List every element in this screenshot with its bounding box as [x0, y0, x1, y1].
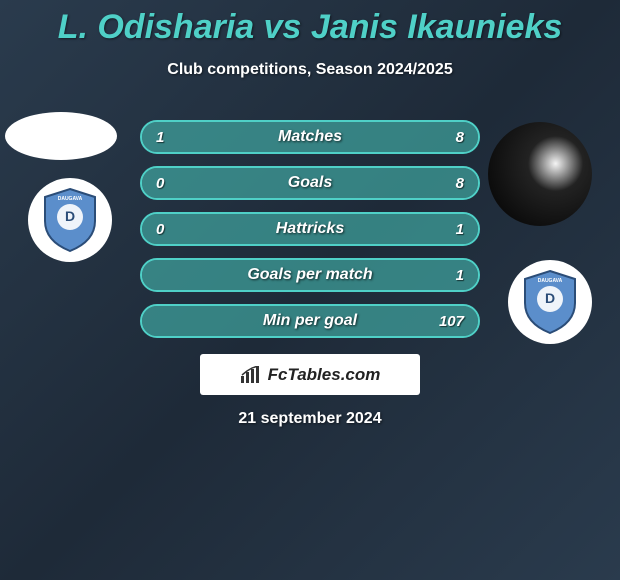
stat-row: 08Goals [140, 166, 480, 200]
stat-row: 107Min per goal [140, 304, 480, 338]
svg-text:D: D [545, 290, 555, 306]
player2-club-badge: D DAUGAVA [508, 260, 592, 344]
player1-club-badge: D DAUGAVA [28, 178, 112, 262]
brand-text: FcTables.com [268, 365, 381, 385]
subtitle: Club competitions, Season 2024/2025 [0, 61, 620, 79]
shield-icon: D DAUGAVA [41, 187, 99, 253]
stat-row: 18Matches [140, 120, 480, 154]
stat-label: Goals [142, 168, 478, 198]
player1-avatar [5, 112, 117, 160]
stat-label: Matches [142, 122, 478, 152]
stat-row: 1Goals per match [140, 258, 480, 292]
badge-text-2: DAUGAVA [538, 278, 563, 284]
svg-text:D: D [65, 208, 75, 224]
brand-badge: FcTables.com [200, 354, 420, 395]
stat-label: Min per goal [142, 306, 478, 336]
shield-icon: D DAUGAVA [521, 269, 579, 335]
page-title: L. Odisharia vs Janis Ikaunieks [0, 0, 620, 47]
stats-container: 18Matches 08Goals 01Hattricks 1Goals per ma… [140, 120, 480, 350]
player2-avatar [488, 122, 592, 226]
stat-label: Hattricks [142, 214, 478, 244]
date-text: 21 september 2024 [0, 410, 620, 428]
stat-row: 01Hattricks [140, 212, 480, 246]
chart-icon [240, 366, 262, 384]
badge-text-1: DAUGAVA [58, 196, 83, 202]
stat-label: Goals per match [142, 260, 478, 290]
